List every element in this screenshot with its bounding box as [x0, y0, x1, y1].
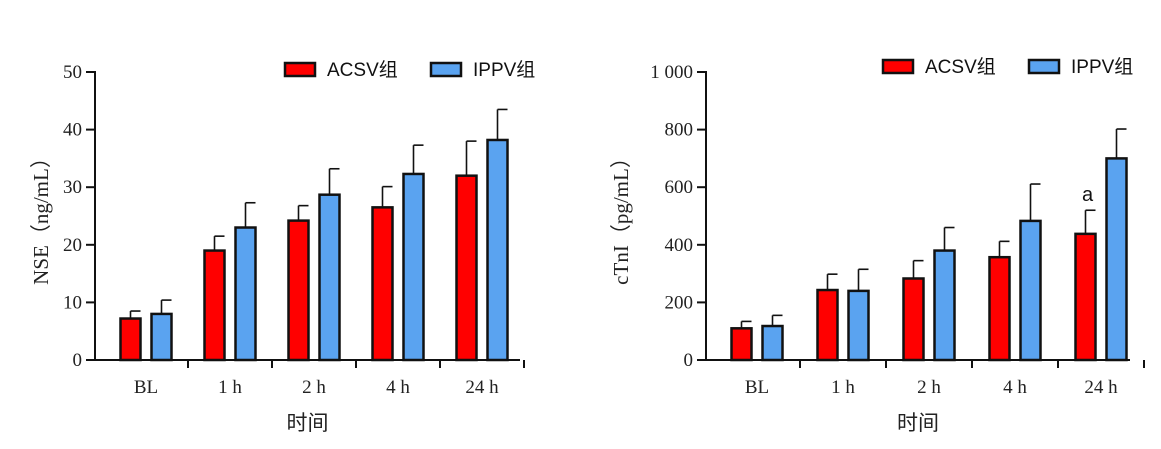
- nse-x-tick-label: 24 h: [465, 377, 499, 398]
- ctni-bar-ippv: [847, 289, 870, 362]
- ctni-y-tick-label: 800: [665, 120, 694, 141]
- ctni-x-axis-title: 时间: [897, 411, 939, 435]
- nse-bar-ippv: [402, 172, 425, 362]
- ctni-y-tick-label: 600: [665, 177, 694, 198]
- nse-bar-acsv: [203, 249, 226, 362]
- ctni-bar-acsv: [902, 277, 925, 362]
- ctni-bar-ippv: [1105, 157, 1128, 362]
- ctni-legend-swatch-ippv: [1027, 58, 1061, 75]
- nse-y-tick-label: 50: [63, 62, 82, 83]
- nse-chart: 0 10 20 30 40 50 BL 1 h 2 h 4 h 24 h NSE（ng/mL） 时间 AC…: [29, 59, 535, 435]
- nse-bar-acsv: [119, 317, 142, 362]
- nse-x-tick-label: 1 h: [218, 377, 242, 398]
- nse-legend-swatch-acsv: [283, 61, 317, 78]
- nse-y-tick-label: 20: [63, 235, 82, 256]
- nse-x-tick-label: 2 h: [302, 377, 326, 398]
- ctni-x-tick-label: 4 h: [1003, 377, 1027, 398]
- nse-y-tick-label: 10: [63, 292, 82, 313]
- ctni-y-tick-label: 200: [665, 292, 694, 313]
- ctni-y-tick-label: 1 000: [650, 62, 693, 83]
- ctni-x-tick-label: BL: [745, 377, 769, 398]
- nse-legend-label-acsv: ACSV组: [327, 59, 398, 81]
- nse-y-axis-title: NSE（ng/mL）: [29, 147, 53, 285]
- nse-bar-ippv: [318, 193, 341, 362]
- ctni-bar-acsv: [730, 327, 753, 362]
- ctni-x-tick-label: 24 h: [1084, 377, 1118, 398]
- ctni-y-axis-title: cTnI（pg/mL）: [609, 147, 633, 285]
- nse-x-tick-label: BL: [134, 377, 158, 398]
- nse-bar-acsv: [455, 174, 478, 362]
- ctni-bar-ippv: [1019, 219, 1042, 362]
- nse-x-axis-title: 时间: [287, 411, 329, 435]
- ctni-legend-label-acsv: ACSV组: [925, 56, 996, 78]
- ctni-bar-acsv: [1074, 232, 1097, 362]
- ctni-bar-ippv: [933, 249, 956, 362]
- ctni-annotation: a: [1082, 184, 1094, 206]
- ctni-y-tick-label: 400: [665, 235, 694, 256]
- ctni-x-tick-label: 1 h: [831, 377, 855, 398]
- ctni-chart: 0 200 400 600 800 1 000 BL 1 h 2 h 4 h 24 h a cTnI（p…: [609, 56, 1145, 435]
- nse-bar-ippv: [234, 226, 257, 362]
- ctni-bar-acsv: [988, 255, 1011, 362]
- nse-y-tick-label: 40: [63, 120, 82, 141]
- nse-legend-swatch-ippv: [429, 61, 463, 78]
- nse-bar-acsv: [371, 206, 394, 362]
- ctni-legend-swatch-acsv: [881, 58, 915, 75]
- nse-bar-acsv: [287, 219, 310, 362]
- nse-y-tick-label: 0: [73, 350, 83, 371]
- nse-y-tick-label: 30: [63, 177, 82, 198]
- ctni-bar-ippv: [761, 324, 784, 362]
- nse-legend-label-ippv: IPPV组: [473, 59, 535, 81]
- ctni-y-tick-label: 0: [684, 350, 694, 371]
- ctni-bar-acsv: [816, 288, 839, 362]
- nse-bar-ippv: [486, 138, 509, 362]
- ctni-legend-label-ippv: IPPV组: [1071, 56, 1133, 78]
- nse-bar-ippv: [150, 312, 173, 362]
- ctni-x-tick-label: 2 h: [917, 377, 941, 398]
- nse-x-tick-label: 4 h: [386, 377, 410, 398]
